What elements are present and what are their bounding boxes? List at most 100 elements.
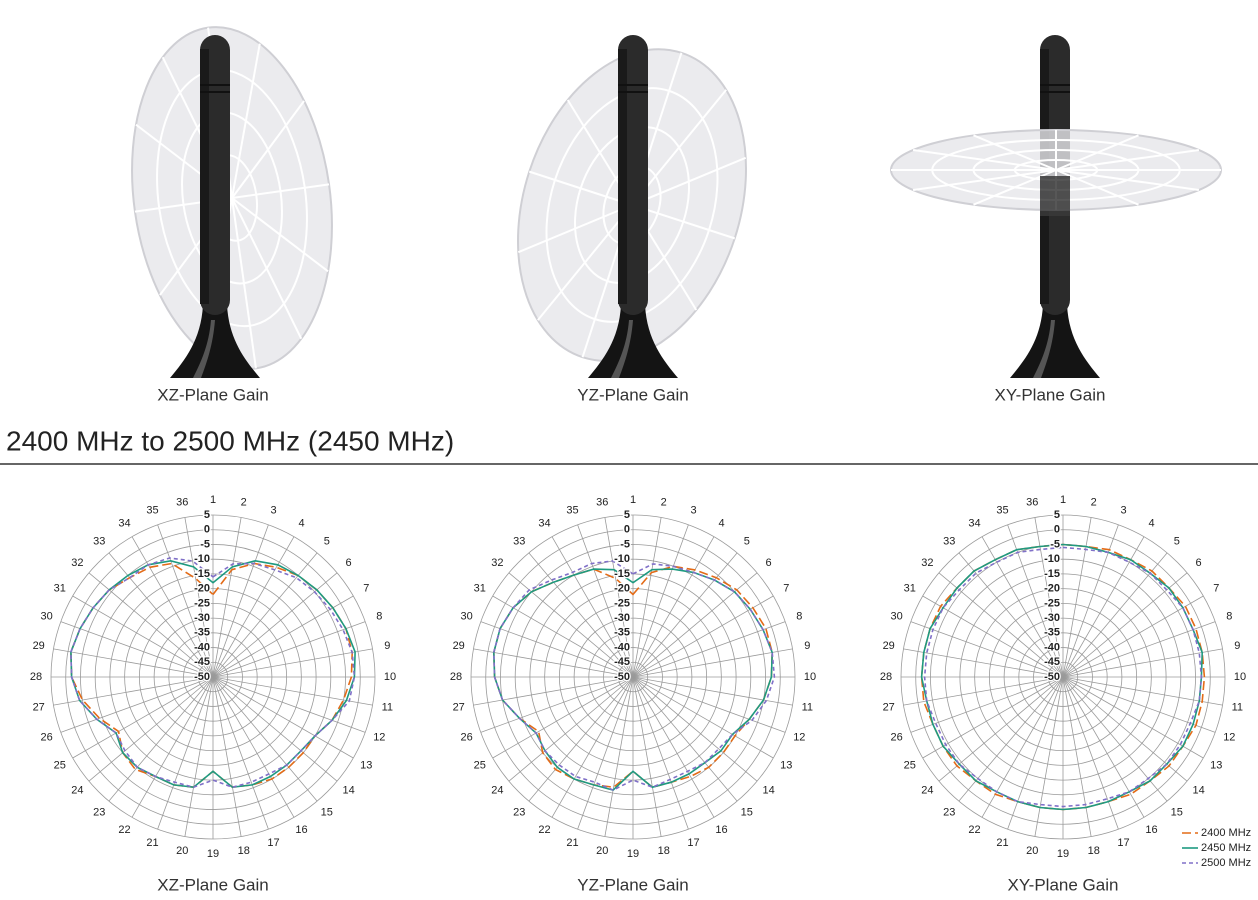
grid-spoke — [157, 676, 214, 830]
angle-label: 21 — [996, 837, 1008, 849]
polar-chart: 1 234567891011121314151617181920212223242… — [30, 494, 396, 895]
angle-label: 5 — [324, 535, 330, 547]
grid-spoke — [632, 536, 715, 678]
angle-label: 3 — [270, 505, 276, 517]
grid-spoke — [922, 595, 1064, 678]
radial-tick-label: -30 — [1044, 612, 1060, 624]
angle-label: 27 — [33, 702, 45, 714]
grid-spoke — [157, 524, 214, 678]
chart-title: YZ-Plane Gain — [577, 875, 689, 894]
radial-tick-label: -40 — [614, 641, 630, 653]
disc-spoke — [231, 197, 303, 340]
disc-spoke — [537, 204, 633, 321]
antenna-base-shine — [1033, 320, 1055, 378]
grid-spoke — [108, 552, 214, 678]
grid-spoke — [632, 648, 793, 678]
angle-label: 7 — [363, 582, 369, 594]
grid-spoke — [632, 676, 662, 837]
radial-tick-label: -40 — [1044, 641, 1060, 653]
angle-label: 36 — [1026, 497, 1038, 509]
angle-label: 12 — [373, 731, 385, 743]
grid-spoke — [212, 517, 242, 678]
angle-label: 1 — [210, 494, 216, 506]
radial-tick-label: -10 — [1044, 553, 1060, 565]
grid-spoke — [528, 676, 634, 802]
disc-spoke — [231, 197, 257, 369]
angle-label: 20 — [596, 845, 608, 857]
grid-spoke — [1034, 676, 1064, 837]
grid-spoke — [53, 648, 214, 678]
grid-spoke — [551, 676, 634, 818]
angle-label: 13 — [1210, 759, 1222, 771]
grid-spoke — [528, 552, 634, 678]
angle-label: 34 — [968, 518, 980, 530]
disc-spoke — [517, 204, 633, 254]
angle-label: 32 — [921, 557, 933, 569]
angle-label: 2 — [241, 497, 247, 509]
grid-spoke — [212, 676, 242, 837]
grid-spoke — [1062, 676, 1204, 759]
antenna-base — [1010, 305, 1100, 378]
angle-label: 11 — [1232, 702, 1243, 714]
angle-label: 5 — [744, 535, 750, 547]
angle-label: 21 — [146, 837, 158, 849]
angle-label: 25 — [474, 759, 486, 771]
angle-label: 9 — [804, 640, 810, 652]
angle-label: 22 — [968, 824, 980, 836]
angle-label: 35 — [146, 505, 158, 517]
angle-label: 36 — [176, 497, 188, 509]
angle-label: 21 — [566, 837, 578, 849]
radial-tick-label: -40 — [194, 641, 210, 653]
grid-spoke — [1062, 676, 1145, 818]
angle-label: 7 — [783, 582, 789, 594]
radial-tick-label: -50 — [1044, 671, 1060, 683]
angle-label: 34 — [538, 518, 550, 530]
angle-label: 17 — [1117, 837, 1129, 849]
disc-spoke — [1055, 169, 1139, 206]
image-caption: YZ-Plane Gain — [577, 385, 689, 404]
grid-spoke — [551, 536, 634, 678]
angle-label: 4 — [1148, 518, 1154, 530]
grid-spoke — [1062, 621, 1216, 678]
grid-spoke — [1062, 595, 1204, 678]
angle-label: 19 — [627, 848, 639, 860]
grid-spoke — [632, 676, 786, 733]
legend-label: 2400 MHz — [1201, 827, 1251, 839]
disc-spoke — [631, 204, 736, 240]
antenna-base-shine — [193, 320, 215, 378]
grid-spoke — [492, 676, 634, 759]
grid-spoke — [212, 552, 318, 678]
disc-spoke — [912, 149, 1057, 171]
grid-spoke — [492, 595, 634, 678]
series-line — [920, 543, 1204, 811]
angle-label: 6 — [766, 557, 772, 569]
angle-label: 14 — [1192, 785, 1204, 797]
antenna-base-shine — [611, 320, 633, 378]
angle-label: 2 — [1091, 497, 1097, 509]
angle-label: 29 — [33, 640, 45, 652]
angle-label: 16 — [715, 824, 727, 836]
chart-title: XY-Plane Gain — [1008, 875, 1119, 894]
radial-tick-label: -20 — [194, 583, 210, 595]
antenna-rod-shade — [200, 49, 209, 304]
angle-label: 25 — [904, 759, 916, 771]
section-title: 2400 MHz to 2500 MHz (2450 MHz) — [6, 425, 454, 456]
angle-label: 1 — [630, 494, 636, 506]
grid-spoke — [632, 524, 689, 678]
angle-label: 27 — [883, 702, 895, 714]
disc-spoke — [231, 183, 330, 199]
angle-label: 17 — [267, 837, 279, 849]
disc-spoke — [1055, 169, 1200, 191]
angle-label: 18 — [238, 845, 250, 857]
angle-label: 35 — [566, 505, 578, 517]
grid-spoke — [480, 676, 634, 733]
angle-label: 10 — [1234, 671, 1246, 683]
disc-spoke — [528, 170, 633, 206]
angle-label: 35 — [996, 505, 1008, 517]
disc-spoke — [231, 43, 261, 199]
radial-tick-label: 5 — [204, 509, 210, 521]
angle-label: 20 — [1026, 845, 1038, 857]
radiation-disc — [131, 26, 333, 370]
radial-tick-label: -45 — [614, 656, 630, 668]
angle-label: 30 — [891, 610, 903, 622]
